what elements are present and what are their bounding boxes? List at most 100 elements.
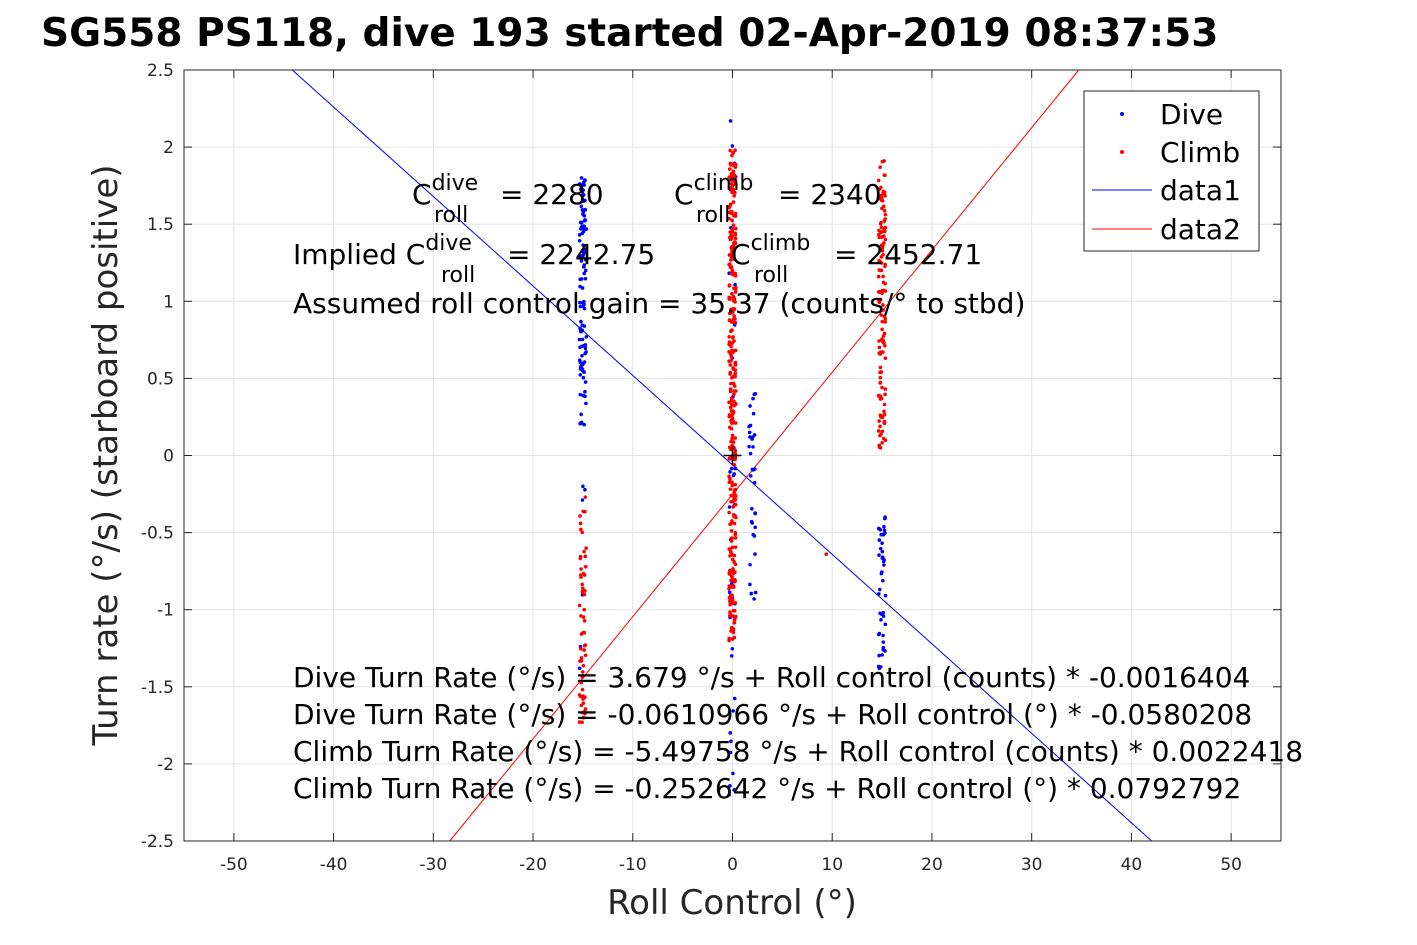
point-dive xyxy=(748,423,753,428)
point-dive xyxy=(581,243,585,247)
point-dive xyxy=(883,516,887,521)
point-climb xyxy=(883,262,888,267)
y-tick-label: -2 xyxy=(157,755,174,775)
point-climb xyxy=(880,429,885,434)
point-climb xyxy=(730,183,735,188)
point-dive xyxy=(582,422,586,427)
point-dive xyxy=(578,392,583,397)
point-dive xyxy=(583,346,588,351)
point-dive xyxy=(730,646,735,651)
point-climb xyxy=(730,218,734,223)
point-dive xyxy=(880,570,884,574)
point-climb xyxy=(880,245,885,249)
point-climb xyxy=(730,229,735,234)
implied-dive-sub: roll xyxy=(441,263,475,288)
point-climb xyxy=(732,621,736,625)
point-climb xyxy=(879,193,883,198)
point-dive xyxy=(579,204,584,209)
point-climb xyxy=(728,351,733,356)
point-dive xyxy=(579,277,584,281)
point-dive xyxy=(582,360,587,364)
point-climb xyxy=(733,530,738,535)
point-climb xyxy=(730,601,735,606)
point-climb xyxy=(876,274,881,279)
point-climb xyxy=(730,436,734,441)
point-dive xyxy=(580,353,584,358)
x-tick-label: 50 xyxy=(1220,855,1242,875)
point-climb xyxy=(876,393,881,398)
point-climb xyxy=(729,171,734,176)
point-climb xyxy=(729,420,734,424)
point-climb xyxy=(733,600,738,605)
point-climb xyxy=(733,436,738,440)
point-climb xyxy=(731,298,736,303)
point-climb xyxy=(581,571,586,576)
point-climb xyxy=(577,720,582,724)
point-climb xyxy=(733,403,737,407)
point-climb xyxy=(877,268,882,272)
point-climb xyxy=(878,375,883,380)
point-dive xyxy=(747,430,752,435)
point-dive xyxy=(578,304,583,309)
point-climb xyxy=(582,607,586,612)
point-dive xyxy=(749,591,753,596)
point-dive xyxy=(753,552,757,556)
point-climb xyxy=(729,500,733,504)
point-climb xyxy=(727,359,731,363)
legend: Dive Climb data1 data2 xyxy=(1083,90,1260,252)
x-axis-label: Roll Control (°) xyxy=(607,883,857,923)
point-dive xyxy=(753,511,757,516)
point-dive xyxy=(751,396,755,401)
point-climb xyxy=(730,519,734,523)
point-dive xyxy=(581,212,585,216)
point-climb xyxy=(730,416,735,420)
point-dive xyxy=(877,538,882,542)
equation-line-2: Dive Turn Rate (°/s) = -0.0610966 °/s + … xyxy=(293,698,1252,731)
point-climb xyxy=(727,596,732,600)
point-climb xyxy=(731,412,735,416)
point-climb xyxy=(583,564,588,569)
point-dive xyxy=(751,468,755,472)
point-climb xyxy=(581,674,586,678)
point-dive xyxy=(584,335,589,339)
point-climb xyxy=(882,409,886,414)
point-climb xyxy=(882,173,887,177)
point-climb xyxy=(730,593,734,598)
point-climb xyxy=(882,419,887,424)
point-climb xyxy=(579,567,583,571)
point-climb xyxy=(730,598,735,603)
point-climb xyxy=(730,376,734,380)
point-dive xyxy=(580,337,585,342)
point-climb xyxy=(732,399,736,403)
point-climb xyxy=(881,338,886,343)
point-climb xyxy=(583,711,587,716)
point-climb xyxy=(879,225,884,230)
point-dive xyxy=(580,498,585,502)
point-climb xyxy=(580,590,585,594)
point-climb xyxy=(729,258,733,262)
point-climb xyxy=(582,549,586,554)
point-climb xyxy=(883,392,887,397)
point-climb xyxy=(730,153,734,158)
point-climb xyxy=(727,480,732,484)
center-marker xyxy=(723,446,742,465)
point-climb xyxy=(578,554,583,559)
x-tick-label: -10 xyxy=(619,855,647,875)
point-dive xyxy=(578,421,582,426)
point-dive xyxy=(747,444,751,449)
equation-line-3: Climb Turn Rate (°/s) = -5.49758 °/s + R… xyxy=(293,735,1303,768)
point-climb xyxy=(731,162,736,166)
point-dive xyxy=(750,521,755,525)
point-climb xyxy=(824,552,829,556)
x-tick-label: 10 xyxy=(821,855,843,875)
point-dive xyxy=(732,472,736,476)
c-roll-dive-sub: roll xyxy=(434,203,468,228)
point-climb xyxy=(730,483,735,488)
point-climb xyxy=(732,339,736,343)
point-climb xyxy=(733,545,738,549)
point-dive xyxy=(752,597,756,601)
point-dive xyxy=(880,653,885,657)
point-climb xyxy=(732,570,736,574)
point-climb xyxy=(733,290,738,294)
